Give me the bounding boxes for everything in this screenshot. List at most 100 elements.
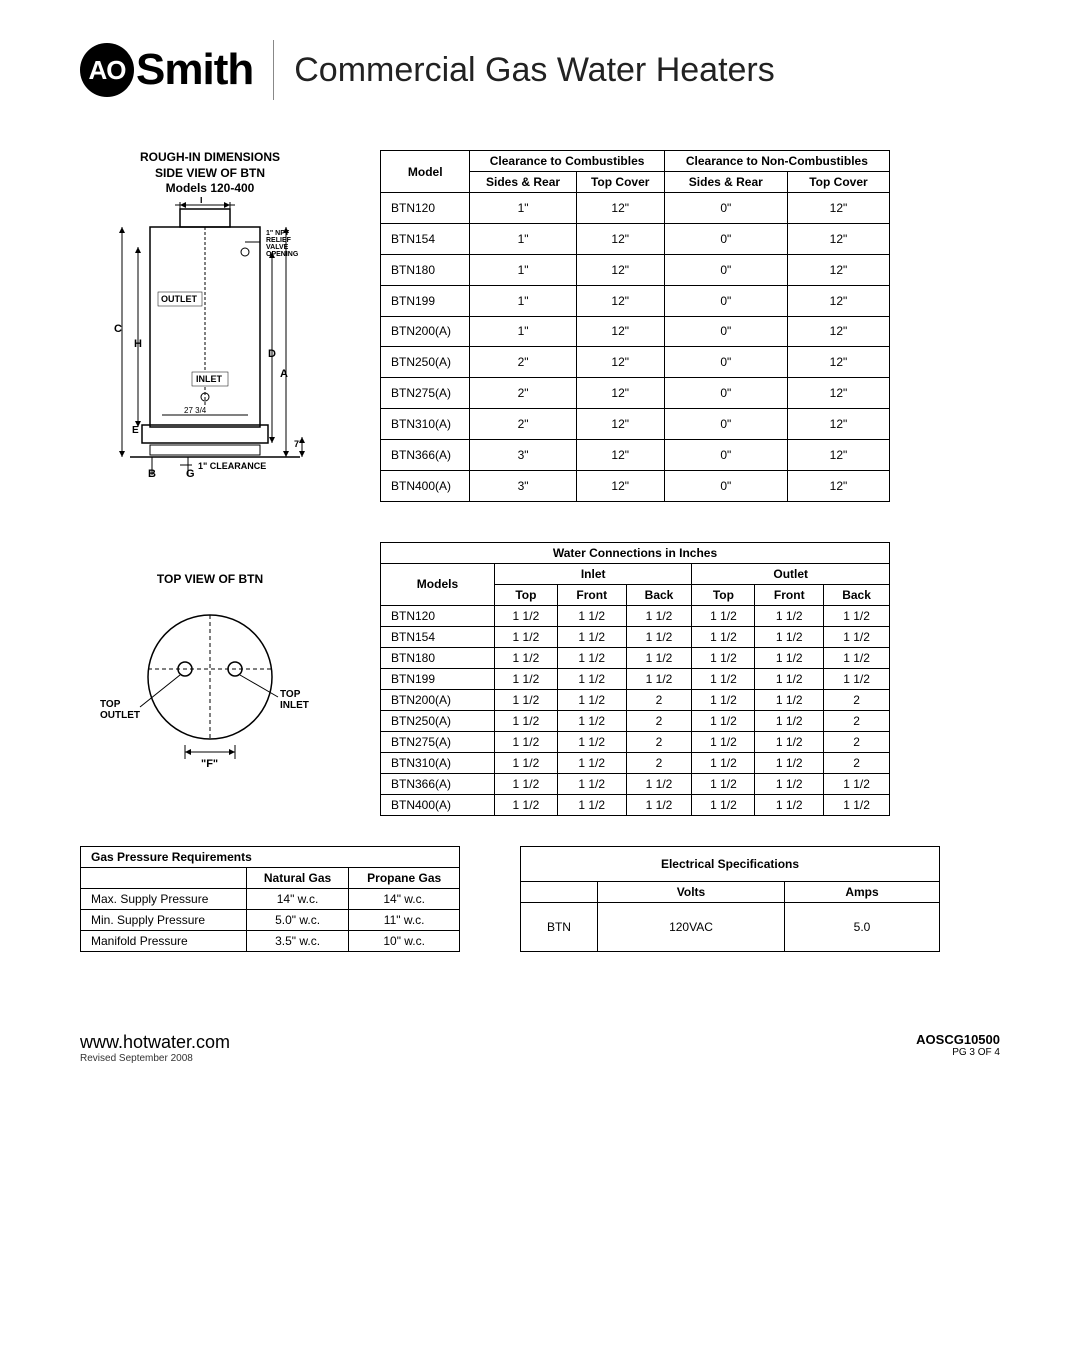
cell-ot: 1 1/2 xyxy=(692,710,755,731)
cell-ntc: 12" xyxy=(787,440,889,471)
cell-model: BTN120 xyxy=(381,193,470,224)
cell-model: BTN275(A) xyxy=(381,378,470,409)
cell-ctc: 12" xyxy=(576,440,664,471)
cell-csr: 3" xyxy=(470,440,576,471)
cell-ctc: 12" xyxy=(576,316,664,347)
cell-if: 1 1/2 xyxy=(557,668,626,689)
cell-ib: 1 1/2 xyxy=(626,626,692,647)
svg-text:"F": "F" xyxy=(201,758,218,770)
col-ctc: Top Cover xyxy=(576,172,664,193)
table-row: BTN200(A)1"12"0"12" xyxy=(381,316,890,347)
water-connections-table: Water Connections in Inches Models Inlet… xyxy=(380,542,890,816)
table-row: BTN1541"12"0"12" xyxy=(381,223,890,254)
cell-it: 1 1/2 xyxy=(494,773,557,794)
elec-title: Electrical Specifications xyxy=(521,846,940,881)
cell-ntc: 12" xyxy=(787,378,889,409)
table-row: BTN400(A)3"12"0"12" xyxy=(381,470,890,501)
col-ib: Back xyxy=(626,584,692,605)
top-view-heading: TOP VIEW OF BTN xyxy=(80,572,340,588)
cell-ib: 1 1/2 xyxy=(626,668,692,689)
header-divider xyxy=(273,40,274,100)
side-view-heading: ROUGH-IN DIMENSIONS SIDE VIEW OF BTN Mod… xyxy=(80,150,340,197)
col-volts: Volts xyxy=(597,881,784,902)
side-heading-l2: SIDE VIEW OF BTN xyxy=(155,166,265,180)
cell-ctc: 12" xyxy=(576,470,664,501)
table-row: BTN275(A)1 1/21 1/221 1/21 1/22 xyxy=(381,731,890,752)
cell-of: 1 1/2 xyxy=(755,647,824,668)
elec-row: BTN 120VAC 5.0 xyxy=(521,902,940,951)
cell-ntc: 12" xyxy=(787,316,889,347)
cell-nsr: 0" xyxy=(664,254,787,285)
cell-ob: 1 1/2 xyxy=(824,647,890,668)
cell-nsr: 0" xyxy=(664,193,787,224)
cell-it: 1 1/2 xyxy=(494,710,557,731)
cell-csr: 2" xyxy=(470,347,576,378)
cell-ng: 5.0" w.c. xyxy=(246,909,349,930)
cell-ctc: 12" xyxy=(576,223,664,254)
cell-ob: 2 xyxy=(824,731,890,752)
cell-it: 1 1/2 xyxy=(494,689,557,710)
cell-ctc: 12" xyxy=(576,285,664,316)
footer-left: www.hotwater.com Revised September 2008 xyxy=(80,1032,230,1064)
col-models: Models xyxy=(381,563,495,605)
cell-ctc: 12" xyxy=(576,254,664,285)
cell-if: 1 1/2 xyxy=(557,689,626,710)
gas-title: Gas Pressure Requirements xyxy=(81,846,460,867)
cell-if: 1 1/2 xyxy=(557,647,626,668)
electrical-table: Electrical Specifications Volts Amps BTN… xyxy=(520,846,940,952)
side-view-diagram: I 1" NPT RELIEF VALVE OPENING OUTLET INL… xyxy=(80,197,340,497)
cell-ot: 1 1/2 xyxy=(692,647,755,668)
footer: www.hotwater.com Revised September 2008 … xyxy=(80,1032,1000,1064)
col-of: Front xyxy=(755,584,824,605)
cell-ib: 2 xyxy=(626,752,692,773)
cell-ob: 1 1/2 xyxy=(824,605,890,626)
cell-csr: 1" xyxy=(470,285,576,316)
cell-it: 1 1/2 xyxy=(494,626,557,647)
table-row: Max. Supply Pressure14" w.c.14" w.c. xyxy=(81,888,460,909)
table-row: BTN275(A)2"12"0"12" xyxy=(381,378,890,409)
cell-nsr: 0" xyxy=(664,470,787,501)
col-nsr: Sides & Rear xyxy=(664,172,787,193)
cell-pg: 11" w.c. xyxy=(349,909,460,930)
cell-of: 1 1/2 xyxy=(755,731,824,752)
row-water: TOP VIEW OF BTN TOP OUTLET TOP INLET xyxy=(80,542,1000,816)
cell-ob: 1 1/2 xyxy=(824,773,890,794)
cell-csr: 2" xyxy=(470,409,576,440)
cell-ot: 1 1/2 xyxy=(692,731,755,752)
cell-model: BTN200(A) xyxy=(381,316,470,347)
cell-nsr: 0" xyxy=(664,347,787,378)
cell-ob: 1 1/2 xyxy=(824,794,890,815)
svg-text:27 3/4: 27 3/4 xyxy=(184,406,207,415)
cell-ib: 2 xyxy=(626,689,692,710)
col-combustibles: Clearance to Combustibles xyxy=(470,151,664,172)
col-outlet: Outlet xyxy=(692,563,890,584)
cell-ntc: 12" xyxy=(787,223,889,254)
cell-pg: 14" w.c. xyxy=(349,888,460,909)
table-row: BTN250(A)1 1/21 1/221 1/21 1/22 xyxy=(381,710,890,731)
table-row: BTN1801"12"0"12" xyxy=(381,254,890,285)
cell-ib: 1 1/2 xyxy=(626,605,692,626)
cell-csr: 1" xyxy=(470,254,576,285)
cell-ot: 1 1/2 xyxy=(692,605,755,626)
cell-nsr: 0" xyxy=(664,223,787,254)
elec-volts: 120VAC xyxy=(597,902,784,951)
side-heading-l3: Models 120-400 xyxy=(166,181,255,195)
cell-ib: 1 1/2 xyxy=(626,794,692,815)
top-view-diagram: TOP OUTLET TOP INLET "F" xyxy=(80,597,340,777)
svg-text:C: C xyxy=(114,323,122,335)
water-title: Water Connections in Inches xyxy=(381,542,890,563)
footer-right: AOSCG10500 PG 3 OF 4 xyxy=(916,1032,1000,1058)
svg-text:G: G xyxy=(186,468,195,480)
cell-of: 1 1/2 xyxy=(755,794,824,815)
cell-ctc: 12" xyxy=(576,347,664,378)
page: AO Smith Commercial Gas Water Heaters RO… xyxy=(0,0,1080,1104)
cell-nsr: 0" xyxy=(664,409,787,440)
cell-if: 1 1/2 xyxy=(557,710,626,731)
cell-csr: 1" xyxy=(470,316,576,347)
footer-code: AOSCG10500 xyxy=(916,1032,1000,1047)
cell-of: 1 1/2 xyxy=(755,626,824,647)
cell-label: Min. Supply Pressure xyxy=(81,909,247,930)
cell-model: BTN200(A) xyxy=(381,689,495,710)
cell-it: 1 1/2 xyxy=(494,794,557,815)
side-view-block: ROUGH-IN DIMENSIONS SIDE VIEW OF BTN Mod… xyxy=(80,150,340,502)
